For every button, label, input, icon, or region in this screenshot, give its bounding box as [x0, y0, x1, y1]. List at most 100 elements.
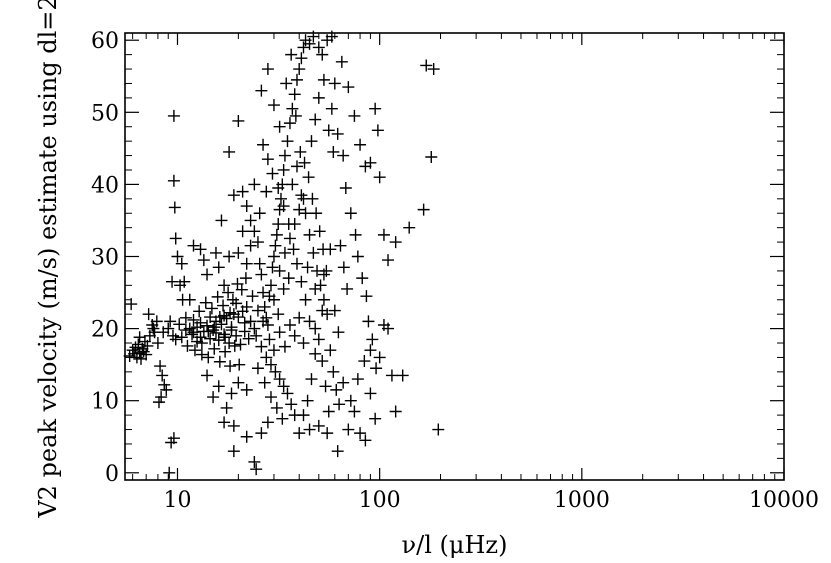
data-point [269, 365, 282, 378]
data-point [207, 391, 220, 404]
data-point [207, 324, 220, 337]
data-point [223, 250, 236, 263]
data-point [285, 48, 298, 61]
y-tick-label: 40 [91, 173, 119, 198]
data-point [191, 335, 204, 348]
data-point [339, 182, 352, 195]
data-point [193, 305, 206, 318]
data-point [246, 290, 259, 303]
data-point [273, 326, 286, 339]
data-point [212, 261, 225, 274]
data-point [337, 149, 350, 162]
data-point [371, 124, 384, 137]
data-point [317, 73, 330, 86]
data-point [307, 246, 320, 259]
data-point [223, 145, 236, 158]
data-point [266, 261, 279, 274]
data-point [278, 246, 291, 259]
data-point [244, 315, 257, 328]
data-point [269, 239, 282, 252]
data-point [228, 339, 241, 352]
data-point [167, 432, 180, 445]
data-point [267, 344, 280, 357]
data-point [219, 345, 232, 358]
data-point [222, 286, 235, 299]
data-point [248, 455, 261, 468]
data-point [272, 182, 285, 195]
data-point [417, 203, 430, 216]
data-point [240, 200, 253, 213]
data-point [167, 109, 180, 122]
data-point [255, 427, 268, 440]
data-point [212, 380, 225, 393]
data-point [290, 257, 303, 270]
data-point [215, 214, 228, 227]
data-point [295, 52, 308, 65]
data-point [382, 322, 395, 335]
data-point [179, 311, 192, 324]
data-point [324, 344, 337, 357]
data-point [294, 145, 307, 158]
data-point [322, 124, 335, 137]
data-point [227, 419, 240, 432]
data-points [123, 30, 445, 479]
data-point [351, 250, 364, 263]
data-point [244, 239, 257, 252]
data-point [157, 326, 170, 339]
data-point [351, 373, 364, 386]
data-point [295, 275, 308, 288]
data-point [282, 272, 295, 285]
data-point [334, 239, 347, 252]
data-point [219, 331, 232, 344]
data-point [327, 365, 340, 378]
data-point [324, 243, 337, 256]
data-point [344, 394, 357, 407]
data-point [272, 308, 285, 321]
data-point [310, 207, 323, 220]
data-point [255, 84, 268, 97]
data-point [267, 250, 280, 263]
data-point [240, 257, 253, 270]
data-point [349, 228, 362, 241]
data-point [281, 387, 294, 400]
data-point [337, 261, 350, 274]
data-point [319, 380, 332, 393]
data-point [264, 391, 277, 404]
x-axis-label: ν/l (μHz) [402, 531, 508, 559]
data-point [187, 239, 200, 252]
data-point [218, 328, 231, 341]
data-point [169, 232, 182, 245]
data-point [286, 102, 299, 115]
data-point [373, 351, 386, 364]
data-point [264, 279, 277, 292]
data-point [322, 405, 335, 418]
data-point [253, 207, 266, 220]
data-point [301, 261, 314, 274]
data-point [248, 322, 261, 335]
data-point [285, 398, 298, 411]
data-point [263, 333, 276, 346]
data-point [164, 315, 177, 328]
data-point [156, 369, 169, 382]
data-point [303, 37, 316, 50]
data-point [240, 430, 253, 443]
data-point [348, 405, 361, 418]
data-point [244, 214, 257, 227]
data-point [293, 63, 306, 76]
data-point [302, 171, 315, 184]
data-point [344, 207, 357, 220]
data-point [208, 321, 221, 334]
data-point [299, 293, 312, 306]
data-point [255, 268, 268, 281]
data-point [213, 311, 226, 324]
data-point [277, 380, 290, 393]
data-point [201, 369, 214, 382]
data-point [163, 466, 176, 479]
data-point [175, 331, 188, 344]
data-point [171, 250, 184, 263]
data-point [301, 394, 314, 407]
data-point [250, 329, 263, 342]
data-point [181, 339, 194, 352]
data-point [278, 149, 291, 162]
data-point [305, 135, 318, 148]
